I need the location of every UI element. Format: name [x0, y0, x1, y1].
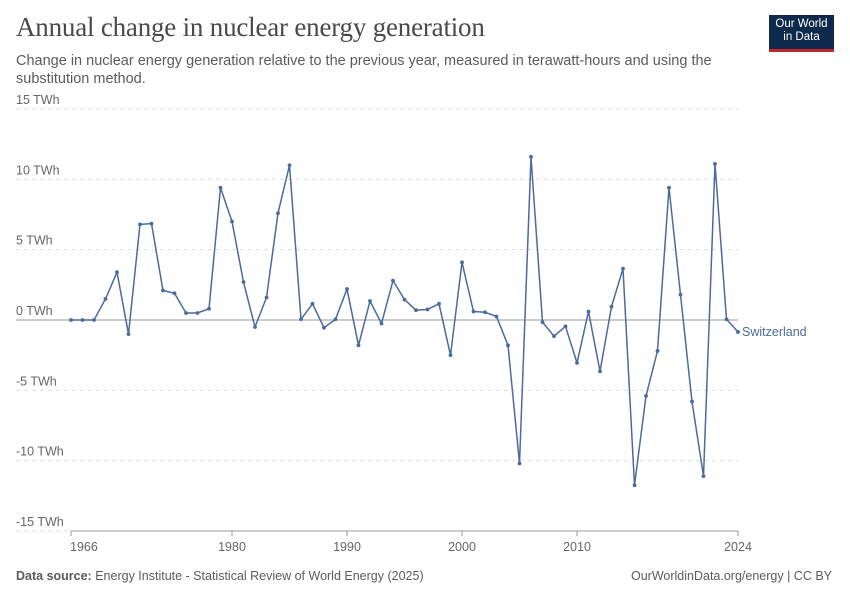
data-point[interactable]	[230, 219, 234, 224]
data-point[interactable]	[494, 314, 499, 319]
data-point[interactable]	[218, 185, 223, 190]
series-line-switzerland[interactable]	[71, 156, 739, 487]
x-tick-label: 1980	[218, 540, 246, 554]
data-point[interactable]	[517, 461, 522, 466]
data-point[interactable]	[80, 318, 85, 322]
data-point[interactable]	[333, 317, 338, 322]
data-point[interactable]	[621, 266, 625, 271]
y-tick-label: -5 TWh	[16, 374, 57, 388]
series-points: Switzerland	[69, 154, 807, 488]
logo-line-1: Our World	[775, 18, 828, 30]
data-point[interactable]	[115, 270, 119, 275]
data-point[interactable]	[402, 297, 407, 302]
data-point[interactable]	[575, 361, 579, 365]
data-point[interactable]	[287, 163, 292, 168]
data-point[interactable]	[368, 299, 372, 303]
data-point[interactable]	[103, 297, 108, 301]
data-point[interactable]	[655, 349, 660, 353]
chart-subtitle: Change in nuclear energy generation rela…	[16, 53, 712, 87]
grid-lines	[16, 108, 738, 532]
data-point[interactable]	[460, 260, 464, 265]
data-point[interactable]	[149, 221, 154, 226]
y-tick-label: 5 TWh	[16, 234, 53, 248]
logo-line-2: in Data	[783, 31, 820, 43]
data-point[interactable]	[529, 154, 533, 159]
data-point[interactable]	[713, 161, 717, 166]
footer-link[interactable]: OurWorldinData.org/energy | CC BY	[630, 569, 832, 583]
data-point[interactable]	[69, 318, 73, 322]
data-point[interactable]	[586, 309, 591, 314]
axis-labels: 15 TWh 10 TWh 5 TWh 0 TWh -5 TWh -10 TWh -15 T…	[16, 93, 752, 554]
owid-logo[interactable]: Our World in Data	[769, 15, 834, 52]
data-point[interactable]	[437, 301, 441, 306]
data-point[interactable]	[207, 306, 211, 311]
y-tick-label: -15 TWh	[16, 515, 64, 529]
source-text[interactable]: Energy Institute - Statistical Review of…	[95, 569, 424, 583]
data-point[interactable]	[598, 369, 602, 374]
data-point[interactable]	[690, 399, 694, 404]
data-point[interactable]	[161, 288, 165, 293]
data-point[interactable]	[356, 343, 361, 348]
data-point[interactable]	[552, 334, 556, 339]
x-tick-label: 2010	[563, 540, 591, 554]
data-point[interactable]	[92, 318, 96, 322]
chart-title: Annual change in nuclear energy generati…	[16, 12, 485, 42]
data-point[interactable]	[471, 309, 476, 314]
data-point[interactable]	[701, 474, 706, 479]
data-point[interactable]	[138, 222, 142, 227]
data-point[interactable]	[483, 310, 487, 315]
data-point[interactable]	[126, 332, 131, 336]
data-point[interactable]	[644, 394, 648, 398]
data-point[interactable]	[322, 325, 326, 330]
y-tick-label: 15 TWh	[16, 93, 60, 107]
data-point[interactable]	[310, 301, 315, 306]
data-point[interactable]	[299, 317, 303, 322]
data-point[interactable]	[736, 330, 740, 334]
series-label[interactable]: Switzerland	[742, 325, 807, 339]
x-tick-label: 1966	[70, 540, 98, 554]
data-point[interactable]	[678, 292, 683, 297]
data-point[interactable]	[563, 324, 568, 329]
data-point[interactable]	[540, 320, 545, 325]
data-point[interactable]	[264, 295, 269, 300]
data-point[interactable]	[276, 211, 280, 215]
y-tick-label: -10 TWh	[16, 445, 64, 459]
footer-source: Data source: Energy Institute - Statisti…	[16, 569, 424, 583]
data-point[interactable]	[425, 307, 430, 312]
data-point[interactable]	[195, 311, 200, 315]
x-tick-label: 2024	[724, 540, 752, 554]
x-tick-label: 2000	[448, 540, 476, 554]
data-point[interactable]	[241, 280, 246, 284]
data-point[interactable]	[345, 287, 349, 291]
data-point[interactable]	[184, 311, 188, 315]
data-point[interactable]	[632, 483, 637, 488]
data-point[interactable]	[379, 321, 384, 326]
source-label: Data source:	[16, 569, 92, 583]
y-tick-label: 0 TWh	[16, 304, 53, 318]
data-point[interactable]	[506, 343, 510, 348]
data-point[interactable]	[391, 278, 395, 283]
data-point[interactable]	[172, 291, 177, 296]
data-point[interactable]	[609, 304, 614, 309]
y-tick-label: 10 TWh	[16, 163, 60, 177]
data-point[interactable]	[667, 185, 671, 190]
data-point[interactable]	[724, 317, 729, 322]
data-point[interactable]	[414, 308, 418, 313]
series-lines	[71, 156, 739, 487]
data-point[interactable]	[253, 325, 257, 329]
x-tick-label: 1990	[333, 540, 361, 554]
data-point[interactable]	[448, 353, 453, 358]
